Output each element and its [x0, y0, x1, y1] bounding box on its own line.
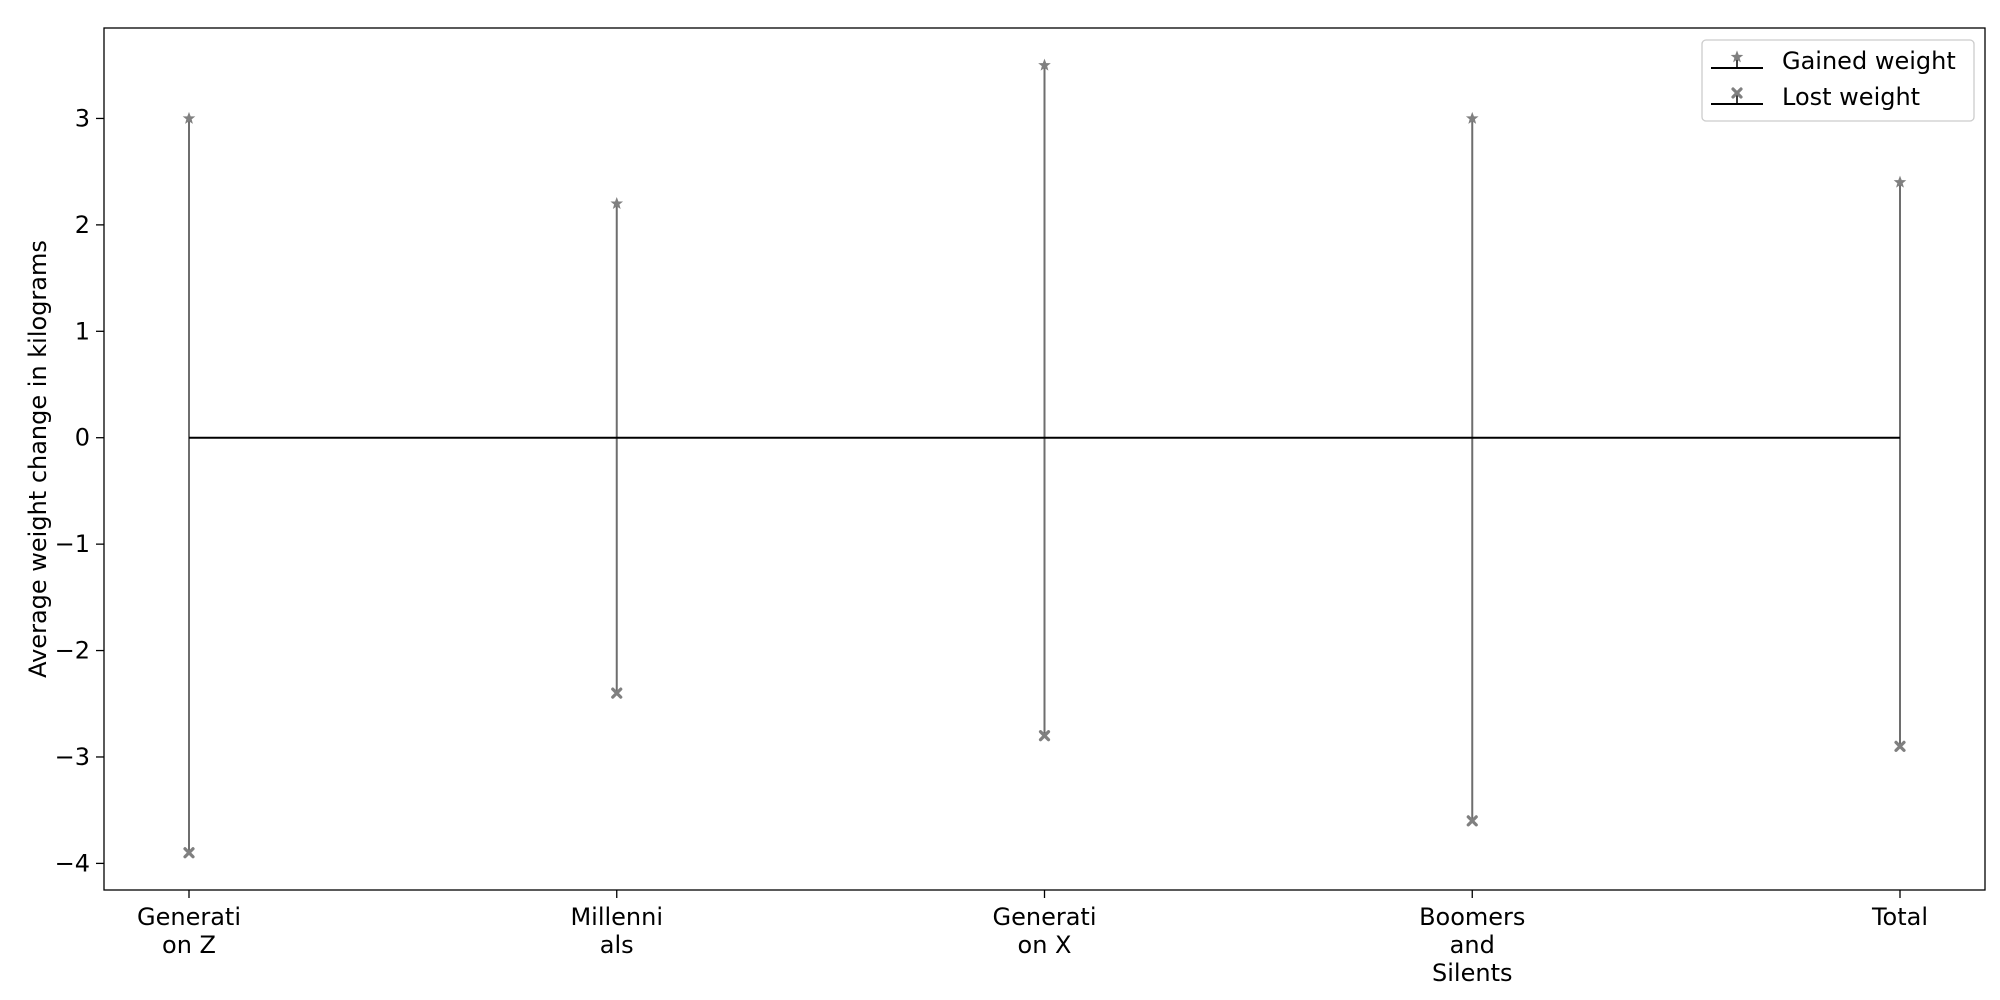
lost-weight-marker	[1038, 730, 1051, 742]
legend: Gained weight Lost weight	[1701, 39, 1975, 122]
x-tick-label: Boomers and Silents	[1419, 903, 1525, 987]
legend-handle	[1711, 50, 1763, 69]
y-tick-label: 1	[75, 317, 90, 345]
lost-weight-marker	[1466, 815, 1478, 827]
y-tick-label: −4	[55, 849, 90, 877]
lost-weight-marker	[1894, 740, 1906, 752]
y-tick-label: 2	[75, 211, 90, 239]
x-tick-label: Generati on X	[993, 903, 1097, 959]
y-axis-title: Average weight change in kilograms	[24, 240, 52, 678]
gained-weight-marker	[182, 111, 196, 124]
star-icon	[1730, 50, 1744, 63]
x-tick-label: Millenni als	[570, 903, 663, 959]
lost-weight-marker	[611, 687, 623, 699]
gained-weight-marker	[610, 196, 624, 209]
x-tick-label: Total	[1871, 903, 1928, 931]
legend-label: Gained weight	[1782, 47, 1956, 75]
y-tick-label: −2	[55, 637, 90, 665]
lost-weight-marker	[183, 847, 195, 859]
legend-handle	[1711, 87, 1763, 105]
y-axis: −4 −3 −2 −1 0 1 2 3	[55, 104, 104, 877]
data-layer	[182, 58, 1907, 859]
y-tick-label: −3	[55, 743, 90, 771]
gained-weight-marker	[1893, 175, 1907, 188]
x-axis: Generati on Z Millenni als Generati on X Boome…	[137, 890, 1928, 987]
x-tick-label: Generati on Z	[137, 903, 241, 959]
legend-box	[1701, 39, 1975, 122]
x-icon	[1731, 87, 1743, 99]
y-tick-label: 3	[75, 104, 90, 132]
y-tick-label: −1	[55, 530, 90, 558]
y-tick-label: 0	[75, 424, 90, 452]
gained-weight-marker	[1038, 58, 1051, 71]
legend-label: Lost weight	[1782, 83, 1920, 111]
gained-weight-marker	[1465, 111, 1479, 124]
